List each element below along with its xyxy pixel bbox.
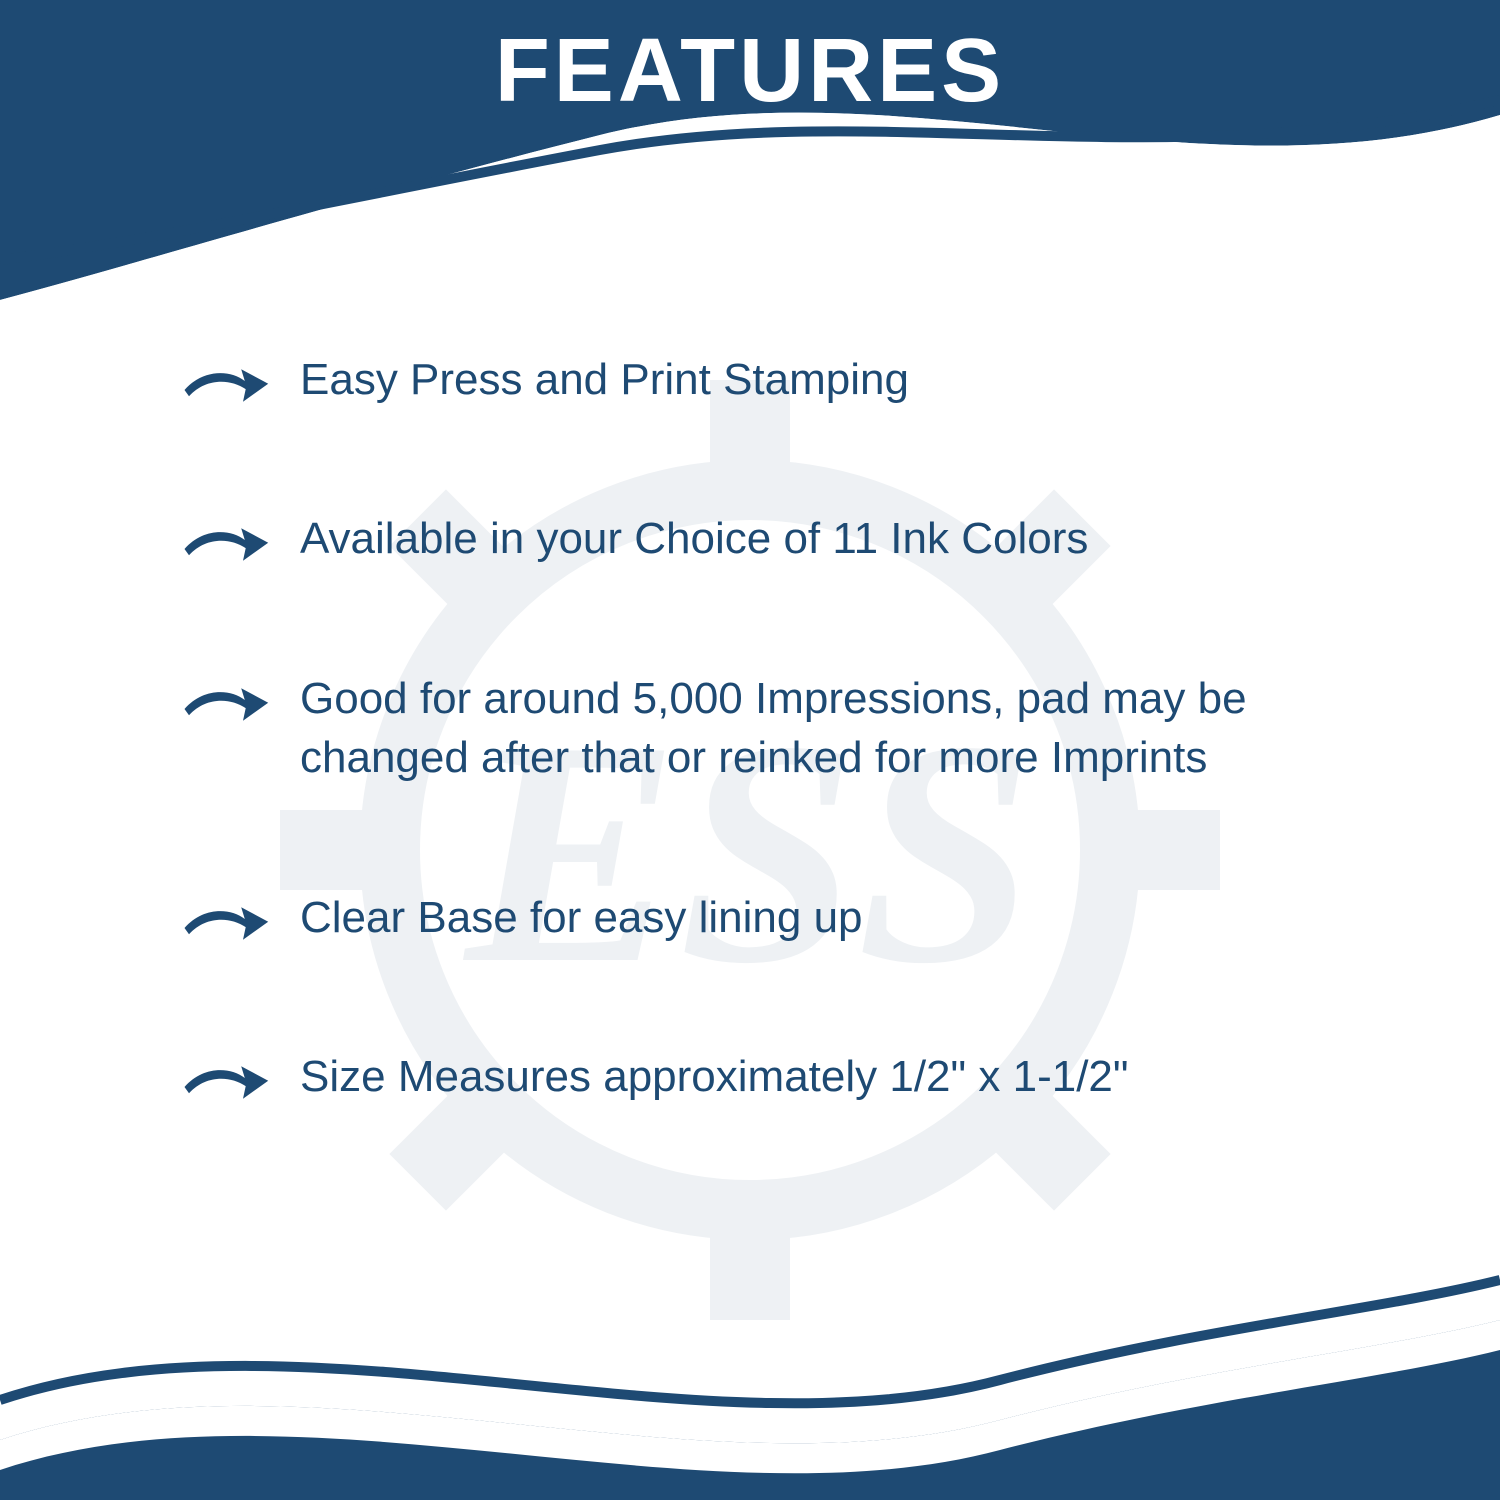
feature-item: Easy Press and Print Stamping	[180, 350, 1380, 409]
feature-list: Easy Press and Print Stamping Available …	[180, 350, 1380, 1206]
feature-text: Clear Base for easy lining up	[300, 888, 863, 947]
heading: FEATURES	[0, 20, 1500, 123]
feature-text: Easy Press and Print Stamping	[300, 350, 909, 409]
feature-item: Available in your Choice of 11 Ink Color…	[180, 509, 1380, 568]
arrow-icon	[180, 356, 270, 406]
arrow-icon	[180, 1053, 270, 1103]
feature-item: Good for around 5,000 Impressions, pad m…	[180, 669, 1380, 788]
infographic-canvas: ESS FEATURES Easy Press and Print Stampi…	[0, 0, 1500, 1500]
arrow-icon	[180, 515, 270, 565]
feature-item: Size Measures approximately 1/2" x 1-1/2…	[180, 1047, 1380, 1106]
footer-wave	[0, 1240, 1500, 1500]
feature-text: Size Measures approximately 1/2" x 1-1/2…	[300, 1047, 1129, 1106]
feature-text: Available in your Choice of 11 Ink Color…	[300, 509, 1088, 568]
feature-item: Clear Base for easy lining up	[180, 888, 1380, 947]
arrow-icon	[180, 675, 270, 725]
arrow-icon	[180, 894, 270, 944]
feature-text: Good for around 5,000 Impressions, pad m…	[300, 669, 1350, 788]
